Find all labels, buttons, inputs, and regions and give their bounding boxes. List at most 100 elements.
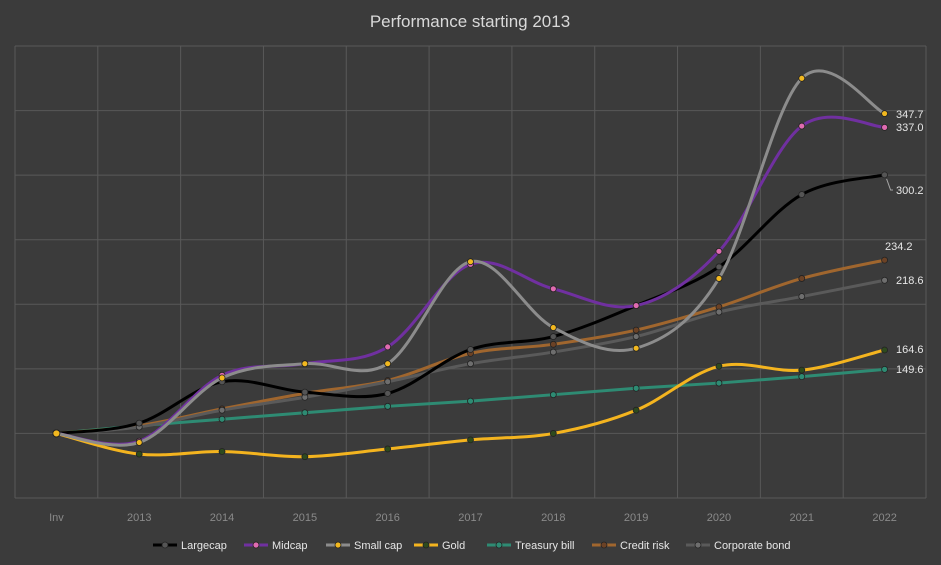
- x-tick-label: 2015: [293, 512, 317, 524]
- x-axis: Inv 2013 2014 2015 2016 2017 2018 2019 2020 2021 2…: [49, 512, 897, 524]
- small-cap-point: [549, 324, 557, 331]
- x-tick-label: 2019: [624, 512, 648, 524]
- largecap-point: [301, 388, 309, 396]
- gold-point: [549, 430, 557, 437]
- treasury-bill-point: [301, 409, 309, 417]
- legend-label: Credit risk: [620, 540, 670, 552]
- gold-point: [798, 366, 806, 374]
- corporate-bond-point: [549, 348, 557, 356]
- x-tick-label: Inv: [49, 512, 64, 524]
- midcap-end-label: 337.0: [896, 122, 924, 134]
- corporate-bond-end-label: 218.6: [896, 275, 924, 287]
- treasury-bill-point: [384, 402, 392, 410]
- legend-label: Gold: [442, 540, 465, 552]
- largecap-point: [467, 346, 474, 353]
- legend-swatch-marker: [252, 541, 260, 549]
- legend-item-corporate-bond: Corporate bond: [686, 540, 790, 552]
- legend-label: Largecap: [181, 540, 227, 552]
- series-small-cap: [52, 69, 888, 447]
- treasury-bill-point: [467, 397, 474, 405]
- x-tick-label: 2018: [541, 512, 565, 524]
- legend-item-small-cap: Small cap: [326, 540, 402, 552]
- x-tick-label: 2022: [872, 512, 896, 524]
- corporate-bond-point: [798, 293, 806, 300]
- largecap-point: [798, 191, 806, 198]
- midcap-point: [549, 285, 557, 293]
- legend-swatch-marker: [600, 541, 608, 549]
- largecap-point: [135, 419, 143, 427]
- small-cap-point: [135, 439, 143, 446]
- treasury-bill-point: [549, 391, 557, 399]
- legend-label: Midcap: [272, 540, 307, 552]
- series-gold: [52, 346, 888, 461]
- largecap-point: [384, 389, 392, 397]
- corporate-bond-point: [632, 333, 640, 340]
- legend-item-largecap: Largecap: [153, 540, 227, 552]
- small-cap-point: [52, 429, 61, 438]
- chart-title: Performance starting 2013: [370, 12, 570, 31]
- largecap-end-label: 300.2: [896, 185, 924, 197]
- legend-label: Small cap: [354, 540, 402, 552]
- corporate-bond-point: [715, 308, 723, 316]
- legend-item-treasury-bill: Treasury bill: [487, 540, 575, 552]
- grid: [14, 45, 927, 499]
- gold-point: [135, 450, 143, 458]
- small-cap-point: [715, 275, 723, 282]
- midcap-point: [881, 123, 888, 131]
- treasury-bill-point: [218, 415, 226, 423]
- legend-swatch-marker: [694, 541, 702, 549]
- x-tick-label: 2016: [375, 512, 399, 524]
- x-tick-label: 2013: [127, 512, 151, 524]
- gold-point: [632, 406, 640, 414]
- small-cap-point: [467, 258, 474, 266]
- gold-point: [467, 436, 474, 444]
- legend-item-gold: Gold: [414, 540, 465, 552]
- legend-swatch-marker: [161, 541, 169, 549]
- gold-point: [301, 453, 309, 461]
- credit-risk-point: [798, 275, 806, 282]
- legend-label: Treasury bill: [515, 540, 575, 552]
- legend-swatch-marker: [495, 541, 503, 549]
- largecap-point: [549, 333, 557, 340]
- small-cap-point: [218, 374, 226, 382]
- treasury-bill-point: [881, 365, 888, 373]
- legend-item-credit-risk: Credit risk: [592, 540, 670, 552]
- series-group: [52, 69, 888, 461]
- largecap-point: [881, 171, 888, 179]
- legend-swatch-marker: [334, 541, 342, 549]
- gold-end-label: 164.6: [896, 344, 924, 356]
- credit-risk-end-label: 234.2: [885, 241, 913, 253]
- corporate-bond-point: [881, 276, 888, 284]
- corporate-bond-point: [384, 378, 392, 386]
- gold-point: [715, 362, 723, 370]
- small-cap-point: [632, 344, 640, 352]
- treasury-bill-point: [715, 379, 723, 387]
- credit-risk-point: [632, 326, 640, 334]
- credit-risk-point: [881, 256, 888, 264]
- legend-swatch-marker: [422, 541, 430, 549]
- treasury-bill-point: [632, 384, 640, 392]
- credit-risk-point: [549, 340, 557, 348]
- gold-point: [881, 346, 888, 354]
- largecap-label-leader: [886, 178, 893, 191]
- small-cap-point: [881, 110, 888, 117]
- legend: Largecap Midcap Small cap Gold Treasury bill…: [153, 540, 790, 552]
- x-tick-label: 2014: [210, 512, 234, 524]
- small-cap-point: [384, 360, 392, 368]
- gold-point: [218, 448, 226, 455]
- legend-label: Corporate bond: [714, 540, 790, 552]
- midcap-point: [632, 302, 640, 309]
- small-cap-point: [798, 74, 806, 82]
- corporate-bond-point: [467, 360, 474, 368]
- midcap-point: [715, 247, 723, 255]
- small-cap-end-label: 347.7: [896, 109, 924, 121]
- midcap-point: [384, 343, 392, 351]
- x-tick-label: 2021: [790, 512, 814, 524]
- legend-item-midcap: Midcap: [244, 540, 307, 552]
- treasury-bill-point: [798, 373, 806, 381]
- midcap-point: [798, 122, 806, 130]
